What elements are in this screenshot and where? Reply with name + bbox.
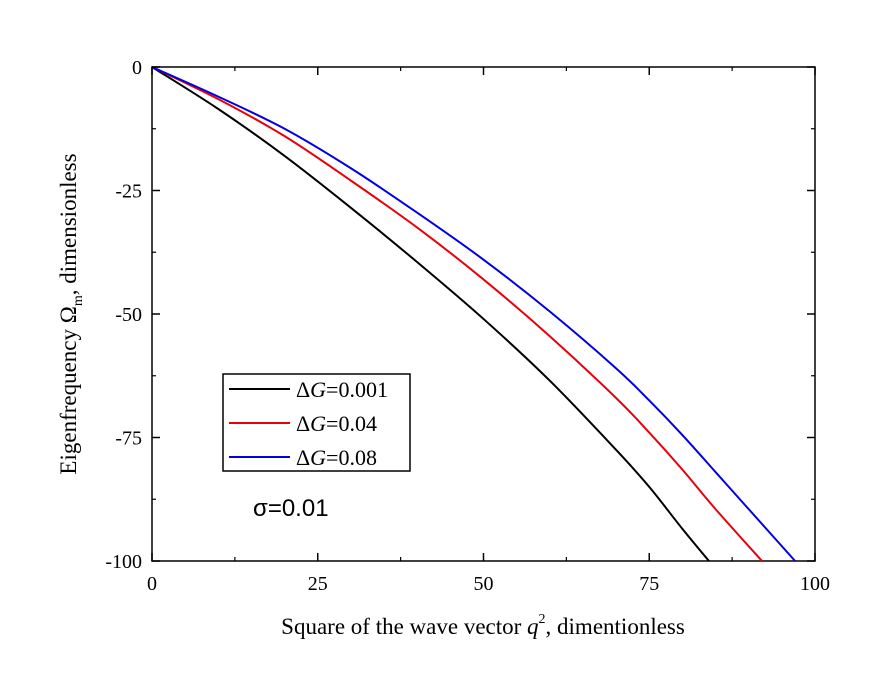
x-axis-title: Square of the wave vector q2, dimentionl… bbox=[281, 612, 685, 639]
legend-label-3: ΔG=0.08 bbox=[296, 445, 377, 470]
legend-delta: Δ bbox=[296, 377, 310, 402]
plot-frame bbox=[151, 66, 816, 562]
y-tick-label: -75 bbox=[115, 428, 142, 450]
legend-value: =0.08 bbox=[326, 445, 377, 470]
x-tick-label: 0 bbox=[147, 573, 157, 595]
x-tick-label: 50 bbox=[474, 573, 494, 595]
x-tick-label: 25 bbox=[308, 573, 328, 595]
y-axis-title: Eigenfrequency Ωm, dimensionless bbox=[56, 153, 86, 474]
x-tick-label: 75 bbox=[639, 573, 659, 595]
x-axis-title-suffix: , dimentionless bbox=[546, 614, 685, 639]
x-axis-title-var: q bbox=[527, 614, 539, 639]
legend-var: G bbox=[310, 411, 326, 436]
series-line-3 bbox=[151, 66, 796, 562]
x-axis-title-prefix: Square of the wave vector bbox=[281, 614, 527, 639]
y-axis-title-suffix: , dimensionless bbox=[56, 153, 81, 295]
y-axis-title-prefix: Eigenfrequency bbox=[56, 323, 81, 474]
y-tick-label: -25 bbox=[115, 181, 142, 203]
sigma-annotation: σ=0.01 bbox=[253, 495, 329, 522]
series-line-2 bbox=[151, 66, 763, 562]
x-axis-title-sup: 2 bbox=[539, 612, 546, 627]
legend-label-1: ΔG=0.001 bbox=[296, 377, 388, 402]
series-line-1 bbox=[151, 66, 710, 562]
legend-var: G bbox=[310, 377, 326, 402]
y-axis-title-var: Ω bbox=[56, 306, 81, 323]
legend-delta: Δ bbox=[296, 445, 310, 470]
y-tick-label: -50 bbox=[115, 304, 142, 326]
legend-value: =0.001 bbox=[326, 377, 388, 402]
legend-label-2: ΔG=0.04 bbox=[296, 411, 377, 436]
legend-delta: Δ bbox=[296, 411, 310, 436]
plot-area: 0 25 50 75 100 0 -25 -50 -75 -100 bbox=[105, 57, 830, 595]
legend-value: =0.04 bbox=[326, 411, 377, 436]
x-tick-label: 100 bbox=[800, 573, 830, 595]
tick-layer: 0 25 50 75 100 0 -25 -50 -75 -100 bbox=[105, 57, 830, 595]
y-tick-label: 0 bbox=[132, 57, 142, 79]
legend-var: G bbox=[310, 445, 326, 470]
series-layer bbox=[151, 66, 796, 562]
y-axis-title-sub: m bbox=[71, 295, 86, 306]
y-tick-label: -100 bbox=[105, 551, 142, 573]
